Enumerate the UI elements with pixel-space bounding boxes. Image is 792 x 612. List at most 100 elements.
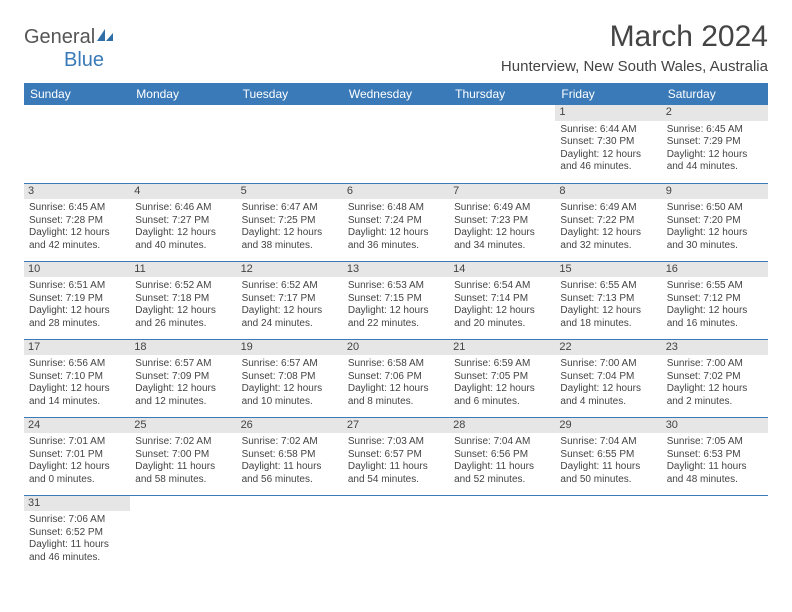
daylight-text: Daylight: 12 hours and 10 minutes. (242, 383, 338, 408)
sunset-text: Sunset: 7:14 PM (454, 293, 550, 306)
daylight-text: Daylight: 12 hours and 28 minutes. (29, 305, 125, 330)
calendar-day: 17Sunrise: 6:56 AMSunset: 7:10 PMDayligh… (24, 339, 130, 417)
day-number: 31 (24, 496, 130, 512)
day-number: 13 (343, 262, 449, 278)
day-number: 29 (555, 418, 661, 434)
calendar-day: 7Sunrise: 6:49 AMSunset: 7:23 PMDaylight… (449, 183, 555, 261)
sunset-text: Sunset: 7:04 PM (560, 371, 656, 384)
sunset-text: Sunset: 7:30 PM (560, 136, 656, 149)
calendar-day: 19Sunrise: 6:57 AMSunset: 7:08 PMDayligh… (237, 339, 343, 417)
day-number: 21 (449, 340, 555, 356)
sunrise-text: Sunrise: 6:45 AM (29, 202, 125, 215)
daylight-text: Daylight: 12 hours and 0 minutes. (29, 461, 125, 486)
calendar-week: 3Sunrise: 6:45 AMSunset: 7:28 PMDaylight… (24, 183, 768, 261)
month-title: March 2024 (501, 20, 768, 54)
calendar-empty (237, 105, 343, 183)
calendar-day: 16Sunrise: 6:55 AMSunset: 7:12 PMDayligh… (662, 261, 768, 339)
sunset-text: Sunset: 7:12 PM (667, 293, 763, 306)
daylight-text: Daylight: 12 hours and 40 minutes. (135, 227, 231, 252)
calendar-day: 8Sunrise: 6:49 AMSunset: 7:22 PMDaylight… (555, 183, 661, 261)
calendar-day: 28Sunrise: 7:04 AMSunset: 6:56 PMDayligh… (449, 417, 555, 495)
sunrise-text: Sunrise: 6:47 AM (242, 202, 338, 215)
calendar-empty (130, 105, 236, 183)
calendar-day: 14Sunrise: 6:54 AMSunset: 7:14 PMDayligh… (449, 261, 555, 339)
daylight-text: Daylight: 11 hours and 58 minutes. (135, 461, 231, 486)
calendar-day: 5Sunrise: 6:47 AMSunset: 7:25 PMDaylight… (237, 183, 343, 261)
sunrise-text: Sunrise: 6:48 AM (348, 202, 444, 215)
sunset-text: Sunset: 7:01 PM (29, 449, 125, 462)
calendar-empty (449, 105, 555, 183)
sunrise-text: Sunrise: 7:01 AM (29, 436, 125, 449)
calendar-day: 11Sunrise: 6:52 AMSunset: 7:18 PMDayligh… (130, 261, 236, 339)
sunrise-text: Sunrise: 6:52 AM (135, 280, 231, 293)
calendar-day: 27Sunrise: 7:03 AMSunset: 6:57 PMDayligh… (343, 417, 449, 495)
sunset-text: Sunset: 6:56 PM (454, 449, 550, 462)
day-header: Friday (555, 83, 661, 105)
calendar-day: 9Sunrise: 6:50 AMSunset: 7:20 PMDaylight… (662, 183, 768, 261)
sunset-text: Sunset: 7:06 PM (348, 371, 444, 384)
daylight-text: Daylight: 11 hours and 48 minutes. (667, 461, 763, 486)
sunrise-text: Sunrise: 7:00 AM (667, 358, 763, 371)
calendar-empty (662, 495, 768, 573)
calendar-day: 2Sunrise: 6:45 AMSunset: 7:29 PMDaylight… (662, 105, 768, 183)
sunset-text: Sunset: 7:18 PM (135, 293, 231, 306)
calendar-empty (449, 495, 555, 573)
calendar-empty (24, 105, 130, 183)
logo-part1: General (24, 26, 95, 48)
daylight-text: Daylight: 12 hours and 26 minutes. (135, 305, 231, 330)
sunset-text: Sunset: 7:10 PM (29, 371, 125, 384)
sunset-text: Sunset: 7:02 PM (667, 371, 763, 384)
sunset-text: Sunset: 6:53 PM (667, 449, 763, 462)
sunset-text: Sunset: 7:05 PM (454, 371, 550, 384)
day-header: Monday (130, 83, 236, 105)
day-number: 12 (237, 262, 343, 278)
day-number: 1 (555, 105, 661, 121)
sunrise-text: Sunrise: 6:54 AM (454, 280, 550, 293)
sunset-text: Sunset: 7:27 PM (135, 215, 231, 228)
day-number: 23 (662, 340, 768, 356)
day-number: 10 (24, 262, 130, 278)
daylight-text: Daylight: 11 hours and 56 minutes. (242, 461, 338, 486)
calendar-day: 26Sunrise: 7:02 AMSunset: 6:58 PMDayligh… (237, 417, 343, 495)
sunset-text: Sunset: 7:23 PM (454, 215, 550, 228)
calendar-day: 13Sunrise: 6:53 AMSunset: 7:15 PMDayligh… (343, 261, 449, 339)
sunset-text: Sunset: 7:08 PM (242, 371, 338, 384)
calendar-week: 31Sunrise: 7:06 AMSunset: 6:52 PMDayligh… (24, 495, 768, 573)
day-number: 27 (343, 418, 449, 434)
sunrise-text: Sunrise: 7:00 AM (560, 358, 656, 371)
sunrise-text: Sunrise: 6:50 AM (667, 202, 763, 215)
day-number: 18 (130, 340, 236, 356)
sunset-text: Sunset: 7:13 PM (560, 293, 656, 306)
calendar-empty (130, 495, 236, 573)
calendar-day: 22Sunrise: 7:00 AMSunset: 7:04 PMDayligh… (555, 339, 661, 417)
sunset-text: Sunset: 7:29 PM (667, 136, 763, 149)
daylight-text: Daylight: 12 hours and 12 minutes. (135, 383, 231, 408)
calendar-day: 6Sunrise: 6:48 AMSunset: 7:24 PMDaylight… (343, 183, 449, 261)
day-header: Sunday (24, 83, 130, 105)
day-number: 17 (24, 340, 130, 356)
sunset-text: Sunset: 6:52 PM (29, 527, 125, 540)
calendar-day: 21Sunrise: 6:59 AMSunset: 7:05 PMDayligh… (449, 339, 555, 417)
calendar-day: 23Sunrise: 7:00 AMSunset: 7:02 PMDayligh… (662, 339, 768, 417)
daylight-text: Daylight: 12 hours and 14 minutes. (29, 383, 125, 408)
day-header: Tuesday (237, 83, 343, 105)
day-number: 25 (130, 418, 236, 434)
sunrise-text: Sunrise: 6:53 AM (348, 280, 444, 293)
title-block: March 2024 Hunterview, New South Wales, … (501, 20, 768, 75)
calendar-day: 25Sunrise: 7:02 AMSunset: 7:00 PMDayligh… (130, 417, 236, 495)
sunset-text: Sunset: 7:19 PM (29, 293, 125, 306)
daylight-text: Daylight: 12 hours and 32 minutes. (560, 227, 656, 252)
day-number: 8 (555, 184, 661, 200)
daylight-text: Daylight: 12 hours and 34 minutes. (454, 227, 550, 252)
sunrise-text: Sunrise: 6:45 AM (667, 124, 763, 137)
day-header: Saturday (662, 83, 768, 105)
daylight-text: Daylight: 12 hours and 16 minutes. (667, 305, 763, 330)
daylight-text: Daylight: 12 hours and 18 minutes. (560, 305, 656, 330)
sunrise-text: Sunrise: 7:02 AM (135, 436, 231, 449)
sunrise-text: Sunrise: 7:02 AM (242, 436, 338, 449)
calendar-week: 17Sunrise: 6:56 AMSunset: 7:10 PMDayligh… (24, 339, 768, 417)
sunset-text: Sunset: 7:28 PM (29, 215, 125, 228)
day-number: 4 (130, 184, 236, 200)
day-number: 22 (555, 340, 661, 356)
day-number: 26 (237, 418, 343, 434)
